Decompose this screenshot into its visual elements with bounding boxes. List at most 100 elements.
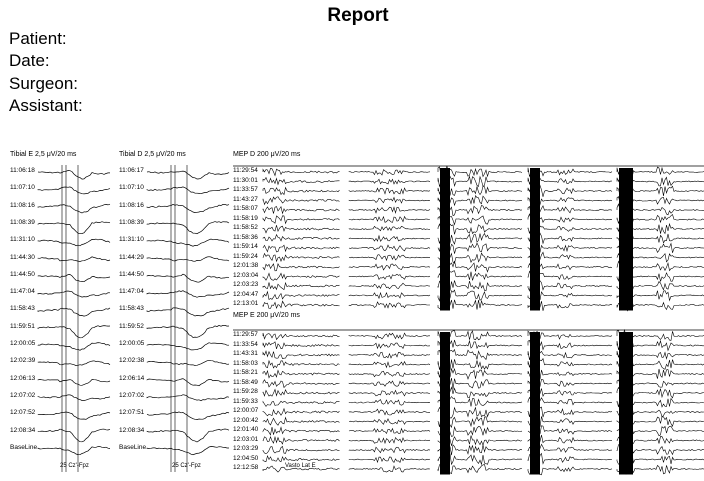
ssep-trace (146, 342, 229, 351)
mep-trace (262, 350, 340, 359)
timestamp-label: 11:58:19 (233, 214, 258, 222)
artifact-bar (530, 168, 540, 311)
mep-trace (527, 232, 613, 245)
ssep-trace (37, 203, 111, 214)
mep-trace (437, 367, 523, 380)
mep-trace (262, 215, 340, 225)
mep-trace (262, 388, 340, 397)
mep-trace (437, 270, 523, 281)
timestamp-label: 11:29:54 (233, 167, 258, 174)
ssep-trace (37, 394, 111, 401)
ssep-footer-right: 25 Cz'-Fpz (172, 463, 201, 469)
ssep-trace (37, 256, 111, 262)
timestamp-label: 11:58:52 (233, 224, 258, 231)
mep-trace (437, 376, 523, 390)
mep-trace (262, 244, 340, 253)
mep-trace (437, 396, 523, 407)
mep-trace (348, 206, 431, 214)
mep-trace (437, 165, 523, 178)
ssep-trace (146, 359, 230, 366)
timestamp-label: 11:29:57 (233, 331, 258, 338)
mep-trace (527, 167, 613, 178)
mep-trace (527, 330, 613, 341)
mep-trace (437, 453, 523, 466)
ssep-trace (37, 170, 110, 180)
mep-trace (437, 386, 523, 399)
mep-trace (262, 369, 340, 379)
timestamp-label: 12:01:38 (233, 262, 259, 269)
timestamp-label: 11:08:16 (119, 201, 144, 209)
mep-trace (527, 368, 613, 381)
mep-trace (262, 272, 340, 281)
mep-trace (348, 351, 431, 359)
ssep-trace (146, 325, 230, 338)
mep-trace (262, 465, 340, 473)
ssep-trace (146, 273, 230, 283)
artifact-bar (530, 332, 540, 475)
mep-trace (437, 289, 523, 302)
ssep-trace (37, 428, 111, 443)
timestamp-label: 11:59:14 (233, 243, 258, 250)
timestamp-label: 11:44:29 (119, 253, 144, 261)
timestamp-label: 11:08:39 (10, 218, 35, 226)
ssep-trace (37, 221, 111, 235)
mep-trace (348, 456, 431, 464)
mep-trace (348, 342, 431, 350)
artifact-bar (440, 332, 450, 475)
mep-trace (437, 359, 523, 371)
mep-trace (527, 205, 613, 215)
timestamp-label: 12:00:05 (119, 340, 145, 347)
mep-trace (527, 395, 612, 407)
mep-trace (527, 177, 612, 189)
timestamp-label: 11:58:49 (233, 378, 258, 386)
mep-trace (348, 408, 430, 416)
mep-trace (262, 379, 340, 389)
timestamp-label: 11:33:54 (233, 340, 258, 348)
timestamp-label: 12:07:02 (119, 391, 145, 399)
timestamp-label: 12:00:42 (233, 416, 259, 424)
mep-trace (348, 244, 431, 252)
ssep-trace (146, 256, 230, 262)
ssep-trace (37, 446, 111, 456)
mep-trace (262, 426, 340, 436)
mep-trace (527, 466, 613, 476)
mep-trace (527, 241, 613, 254)
mep-trace (527, 339, 613, 352)
mep-trace (437, 299, 523, 311)
timestamp-label: 11:08:39 (119, 218, 144, 226)
mep-trace (437, 194, 522, 207)
mep-trace (348, 418, 431, 425)
mep-trace (348, 291, 431, 300)
timestamp-label: 12:04:47 (233, 290, 259, 298)
mep-trace (262, 332, 340, 341)
mep-trace (262, 263, 340, 272)
timestamp-label: 11:59:52 (119, 322, 144, 330)
mep-trace (527, 425, 613, 435)
timestamp-label: 11:58:07 (233, 205, 258, 212)
timestamp-label: 12:06:14 (119, 374, 145, 382)
artifact-bar (440, 168, 450, 311)
mep-trace (348, 332, 430, 340)
timestamp-label: 12:07:52 (10, 409, 36, 417)
mep-trace (527, 406, 613, 418)
mep-trace (527, 443, 613, 453)
ssep-trace (37, 411, 111, 420)
ssep-trace (146, 186, 230, 195)
mep-trace (437, 348, 523, 361)
mep-trace (437, 260, 523, 273)
mep-trace (527, 261, 613, 272)
ssep-label-left: Tibial E 2,5 μV/20 ms (10, 151, 77, 158)
mep-trace (262, 225, 340, 234)
ssep-trace (37, 307, 111, 317)
mep-trace (348, 234, 431, 242)
ssep-trace (146, 238, 230, 247)
ssep-footer-left: 25 Cz'-Fpz (60, 463, 89, 469)
mep-trace (437, 339, 523, 352)
mep-trace (348, 436, 431, 445)
timestamp-label: 12:03:04 (233, 271, 259, 279)
timestamp-label: 12:08:34 (10, 426, 36, 434)
field-assistant: Assistant: (9, 96, 83, 115)
mep-trace (527, 434, 613, 446)
mep-trace (527, 378, 613, 390)
